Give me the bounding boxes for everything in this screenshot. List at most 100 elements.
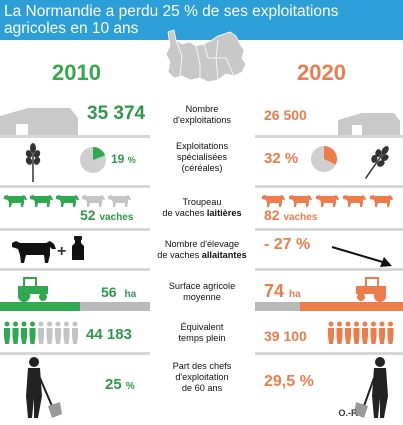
farms-2010-value: 35 374 — [87, 103, 146, 124]
farms-2020-value: 26 500 — [264, 107, 307, 123]
cow-icon — [262, 195, 285, 207]
dairy-2020-number: 82 — [264, 207, 280, 223]
dairy-2010-unit: vaches — [99, 212, 134, 223]
surface-2020-unit: ha — [289, 289, 301, 300]
aged-2010-value: 25 % — [105, 376, 135, 393]
fte-label-line1: Équivalent — [180, 322, 224, 332]
black-cow-icon — [12, 241, 56, 263]
separator-left-6 — [0, 352, 150, 355]
aged-label-line1: Part des chefs — [172, 361, 232, 371]
person-icon — [354, 321, 359, 327]
person-icon — [72, 328, 78, 344]
suckler-label-bold: allaitantes — [201, 250, 247, 260]
title-banner: La Normandie a perdu 25 % de ses exploit… — [0, 0, 403, 40]
wheat-icon-2010 — [25, 143, 41, 182]
cereals-2020-value: 32 % — [264, 150, 298, 167]
person-icon — [328, 321, 334, 327]
person-icon — [328, 328, 334, 344]
surface-2010-number: 56 — [101, 284, 117, 300]
suckler-label-line2: de vaches — [157, 250, 200, 260]
tractor-icon-2020 — [356, 277, 386, 302]
aged-label: Part des chefs d'exploitation de 60 ans — [150, 361, 254, 394]
cereals-label-line1: Exploitations — [175, 141, 229, 151]
person-icon — [345, 321, 351, 327]
cow-icon — [316, 195, 339, 207]
aged-2020-value: 29,5 % — [264, 373, 314, 391]
person-icon — [4, 321, 10, 327]
separator-left-3 — [0, 228, 150, 231]
fte-label: Équivalent temps plein — [150, 322, 254, 344]
person-icon — [362, 328, 368, 344]
person-icon — [371, 321, 376, 327]
surface-bar-2020 — [300, 302, 403, 311]
farms-label-line2: d'exploitations — [173, 115, 231, 125]
person-icon — [12, 328, 19, 344]
farms-label-line1: Nombre — [185, 104, 219, 114]
dairy-cows-2020 — [262, 195, 393, 207]
workers-2020 — [328, 321, 394, 344]
cow-icon — [56, 195, 79, 207]
surface-label-line2: moyenne — [183, 292, 221, 302]
dairy-2020-value: 82 vaches — [264, 207, 317, 223]
dairy-2020-unit: vaches — [283, 212, 318, 223]
dairy-label-line1: Troupeau — [182, 197, 222, 207]
dairy-label-bold: laitières — [206, 208, 242, 218]
surface-bar-2010-rest — [80, 302, 150, 311]
dairy-2010-number: 52 — [80, 207, 96, 223]
farmer-icon-2020 — [354, 357, 388, 418]
aged-2020-number: 29,5 — [264, 373, 296, 390]
farmer-icon-2010 — [26, 357, 62, 418]
credit: O.-F. — [338, 408, 359, 418]
cereals-2010-unit: % — [127, 155, 136, 165]
person-icon — [13, 321, 18, 327]
down-arrow-icon — [331, 246, 392, 267]
cow-icon — [370, 195, 393, 207]
separator-right-1 — [255, 135, 403, 138]
workers-2010 — [4, 321, 78, 344]
cereals-label: Exploitations spécialisées (céréales) — [150, 141, 254, 174]
tractor-icon-2010 — [18, 277, 48, 302]
person-icon — [387, 328, 394, 344]
person-icon — [4, 328, 10, 344]
aged-2020-unit: % — [299, 373, 314, 390]
cereals-2020-number: 32 — [264, 150, 281, 167]
normandy-map-icon — [165, 29, 247, 83]
aged-label-line2: d'exploitation — [175, 372, 229, 382]
person-icon — [21, 328, 27, 344]
separator-left-1 — [0, 135, 150, 138]
person-icon — [38, 328, 44, 344]
farm-building-icon-2020 — [338, 113, 400, 136]
person-icon — [63, 328, 70, 344]
surface-2020-value: 74 ha — [264, 281, 301, 302]
person-icon — [336, 328, 343, 344]
person-icon — [379, 321, 385, 327]
fte-label-line2: temps plein — [178, 333, 226, 343]
year-2020-label: 2020 — [297, 60, 346, 85]
separator-right-4 — [255, 268, 403, 271]
surface-bar-2010 — [0, 302, 80, 311]
cow-icon — [108, 195, 131, 207]
surface-2010-value: 56 ha — [101, 284, 136, 300]
person-icon — [345, 328, 351, 344]
dairy-label: Troupeau de vaches laitières — [150, 197, 254, 219]
person-icon — [370, 328, 377, 344]
person-icon — [55, 321, 61, 327]
aged-label-line3: de 60 ans — [181, 383, 223, 393]
plus-sign: + — [57, 243, 67, 260]
cow-icon — [289, 195, 312, 207]
person-icon — [362, 321, 368, 327]
cereals-label-line3: (céréales) — [181, 163, 223, 173]
surface-2010-unit: ha — [124, 289, 137, 300]
person-icon — [379, 328, 385, 344]
surface-label: Surface agricole moyenne — [150, 281, 254, 303]
surface-bar-2020-rest — [255, 302, 300, 311]
separator-right-3 — [255, 228, 403, 231]
wheat-icon-2020 — [364, 146, 389, 179]
cereals-2010-number: 19 — [111, 152, 125, 166]
cow-icon — [4, 195, 27, 207]
dairy-label-line2: de vaches — [162, 208, 205, 218]
separator-left-4 — [0, 268, 150, 271]
person-icon — [64, 321, 69, 327]
farms-label: Nombre d'exploitations — [150, 104, 254, 126]
cereals-2010-value: 19 % — [111, 152, 136, 166]
